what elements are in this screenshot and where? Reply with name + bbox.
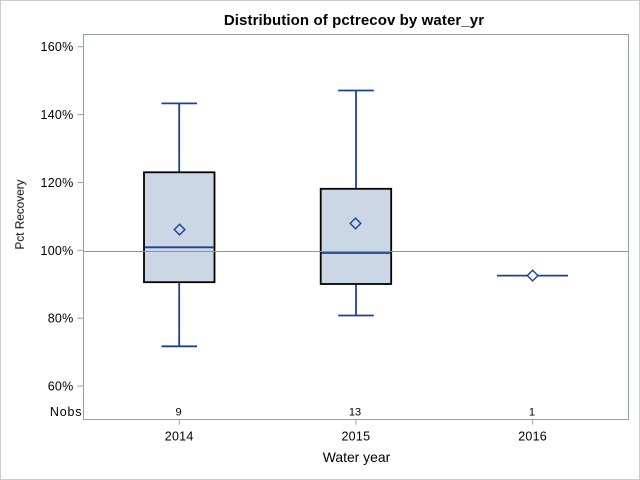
svg-text:100%: 100%	[41, 244, 74, 258]
svg-text:13: 13	[349, 407, 361, 419]
svg-text:9: 9	[176, 407, 182, 419]
svg-text:Water year: Water year	[323, 449, 391, 465]
svg-text:Nobs: Nobs	[50, 405, 82, 419]
svg-text:80%: 80%	[48, 312, 74, 326]
svg-text:140%: 140%	[41, 108, 74, 122]
svg-text:1: 1	[529, 407, 535, 419]
svg-text:2014: 2014	[165, 430, 194, 444]
svg-text:2015: 2015	[341, 430, 370, 444]
svg-text:120%: 120%	[41, 176, 74, 190]
svg-text:2016: 2016	[518, 430, 547, 444]
svg-text:Distribution of pctrecov by wa: Distribution of pctrecov by water_yr	[224, 12, 484, 29]
svg-text:60%: 60%	[48, 380, 74, 394]
svg-text:160%: 160%	[41, 40, 74, 54]
svg-text:Pct Recovery: Pct Recovery	[13, 179, 27, 250]
